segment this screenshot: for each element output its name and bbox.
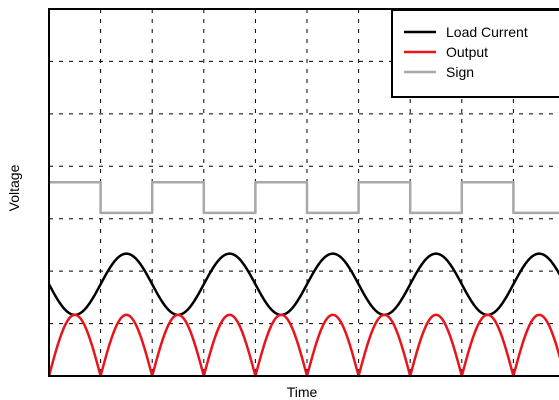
legend: Load Current Output Sign xyxy=(391,9,559,98)
legend-label-load-current: Load Current xyxy=(446,24,528,40)
series-line-load-current xyxy=(47,252,559,317)
y-axis-label: Voltage xyxy=(6,164,22,211)
x-axis-label: Time xyxy=(287,384,318,400)
series-line-sign xyxy=(49,181,559,215)
legend-label-output: Output xyxy=(446,44,488,60)
legend-label-sign: Sign xyxy=(446,64,474,80)
plot-frame xyxy=(48,8,559,377)
series-group xyxy=(47,181,559,378)
legend-box xyxy=(391,9,559,98)
